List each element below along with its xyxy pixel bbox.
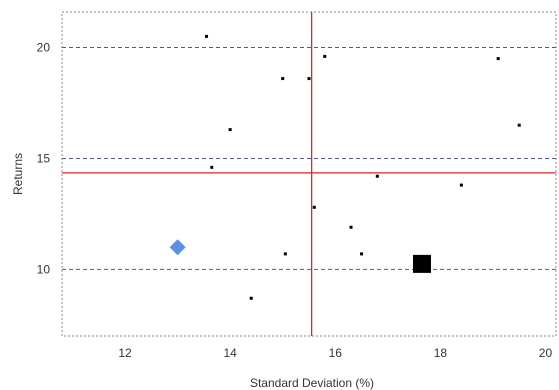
x-tick-label: 16 bbox=[329, 346, 343, 360]
data-point bbox=[283, 252, 287, 256]
data-point bbox=[249, 296, 253, 300]
x-tick-label: 20 bbox=[539, 346, 553, 360]
highlight-point-diamond bbox=[169, 239, 186, 256]
y-tick-label: 20 bbox=[37, 41, 51, 55]
data-point bbox=[205, 34, 209, 38]
x-tick-label: 18 bbox=[434, 346, 448, 360]
x-axis-ticks: 12 14 16 18 20 bbox=[118, 346, 552, 360]
y-axis-ticks: 10 15 20 bbox=[37, 41, 51, 277]
data-point bbox=[496, 57, 500, 61]
data-point bbox=[312, 205, 316, 209]
reference-lines bbox=[62, 12, 556, 336]
data-point bbox=[210, 165, 214, 169]
data-point bbox=[375, 174, 379, 178]
y-tick-label: 15 bbox=[37, 151, 51, 165]
x-tick-label: 14 bbox=[223, 346, 237, 360]
highlight-point-square bbox=[412, 254, 431, 273]
plot-frame bbox=[61, 11, 557, 337]
y-axis-title: Returns bbox=[11, 153, 25, 195]
data-point bbox=[281, 77, 285, 81]
data-point bbox=[307, 77, 311, 81]
y-tick-label: 10 bbox=[37, 262, 51, 276]
data-points bbox=[169, 34, 521, 300]
grid-lines bbox=[62, 47, 556, 270]
x-axis-title: Standard Deviation (%) bbox=[250, 376, 374, 390]
data-point bbox=[349, 225, 353, 229]
data-point bbox=[228, 128, 232, 132]
data-point bbox=[360, 252, 364, 256]
data-point bbox=[459, 183, 463, 187]
x-tick-label: 12 bbox=[118, 346, 132, 360]
data-point bbox=[323, 54, 327, 58]
data-point bbox=[517, 123, 521, 127]
